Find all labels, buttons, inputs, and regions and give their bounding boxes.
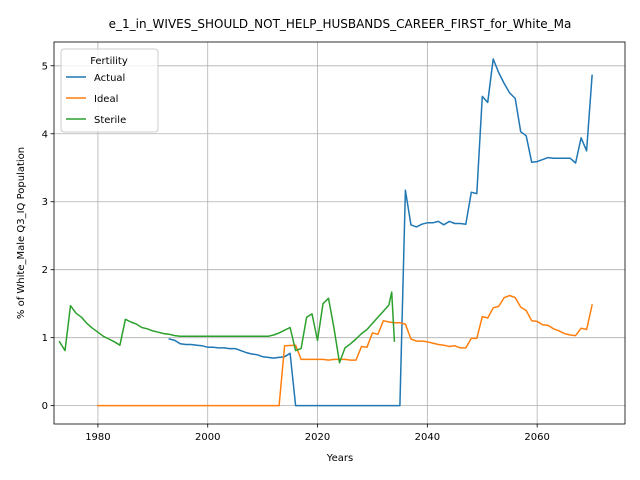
y-tick-label: 3	[42, 197, 48, 208]
x-axis-label: Years	[326, 453, 353, 464]
x-tick-label: 2020	[305, 432, 330, 443]
legend-entries: Actual Ideal Sterile	[66, 73, 126, 126]
legend-label-sterile: Sterile	[94, 115, 126, 126]
chart-title: e_1_in_WIVES_SHOULD_NOT_HELP_HUSBANDS_CA…	[109, 17, 572, 31]
plot-frame	[53, 41, 626, 425]
legend-label-ideal: Ideal	[94, 94, 118, 105]
grid	[54, 42, 625, 424]
x-tick-label: 1980	[85, 432, 110, 443]
y-tick-label: 4	[42, 129, 48, 140]
y-tick-label: 1	[42, 333, 48, 344]
x-tick-label: 2060	[524, 432, 549, 443]
y-tick-label: 0	[42, 401, 48, 412]
series-line-actual	[168, 58, 593, 407]
legend-title: Fertility	[90, 56, 128, 67]
axis-ticks: 1980 2000 2020 2040 2060 0 1 2 3 4 5	[42, 61, 550, 443]
legend: Fertility Actual Ideal Sterile	[60, 48, 159, 133]
y-axis-label: % of White_Male Q3_IQ Population	[16, 147, 27, 319]
y-tick-label: 5	[42, 61, 48, 72]
legend-label-actual: Actual	[94, 73, 125, 84]
y-tick-label: 2	[42, 265, 48, 276]
series-lines	[58, 58, 593, 407]
x-tick-label: 2040	[415, 432, 440, 443]
x-tick-label: 2000	[195, 432, 220, 443]
series-line-ideal	[97, 294, 593, 407]
legend-box	[60, 48, 159, 133]
series-line-sterile	[58, 291, 396, 364]
